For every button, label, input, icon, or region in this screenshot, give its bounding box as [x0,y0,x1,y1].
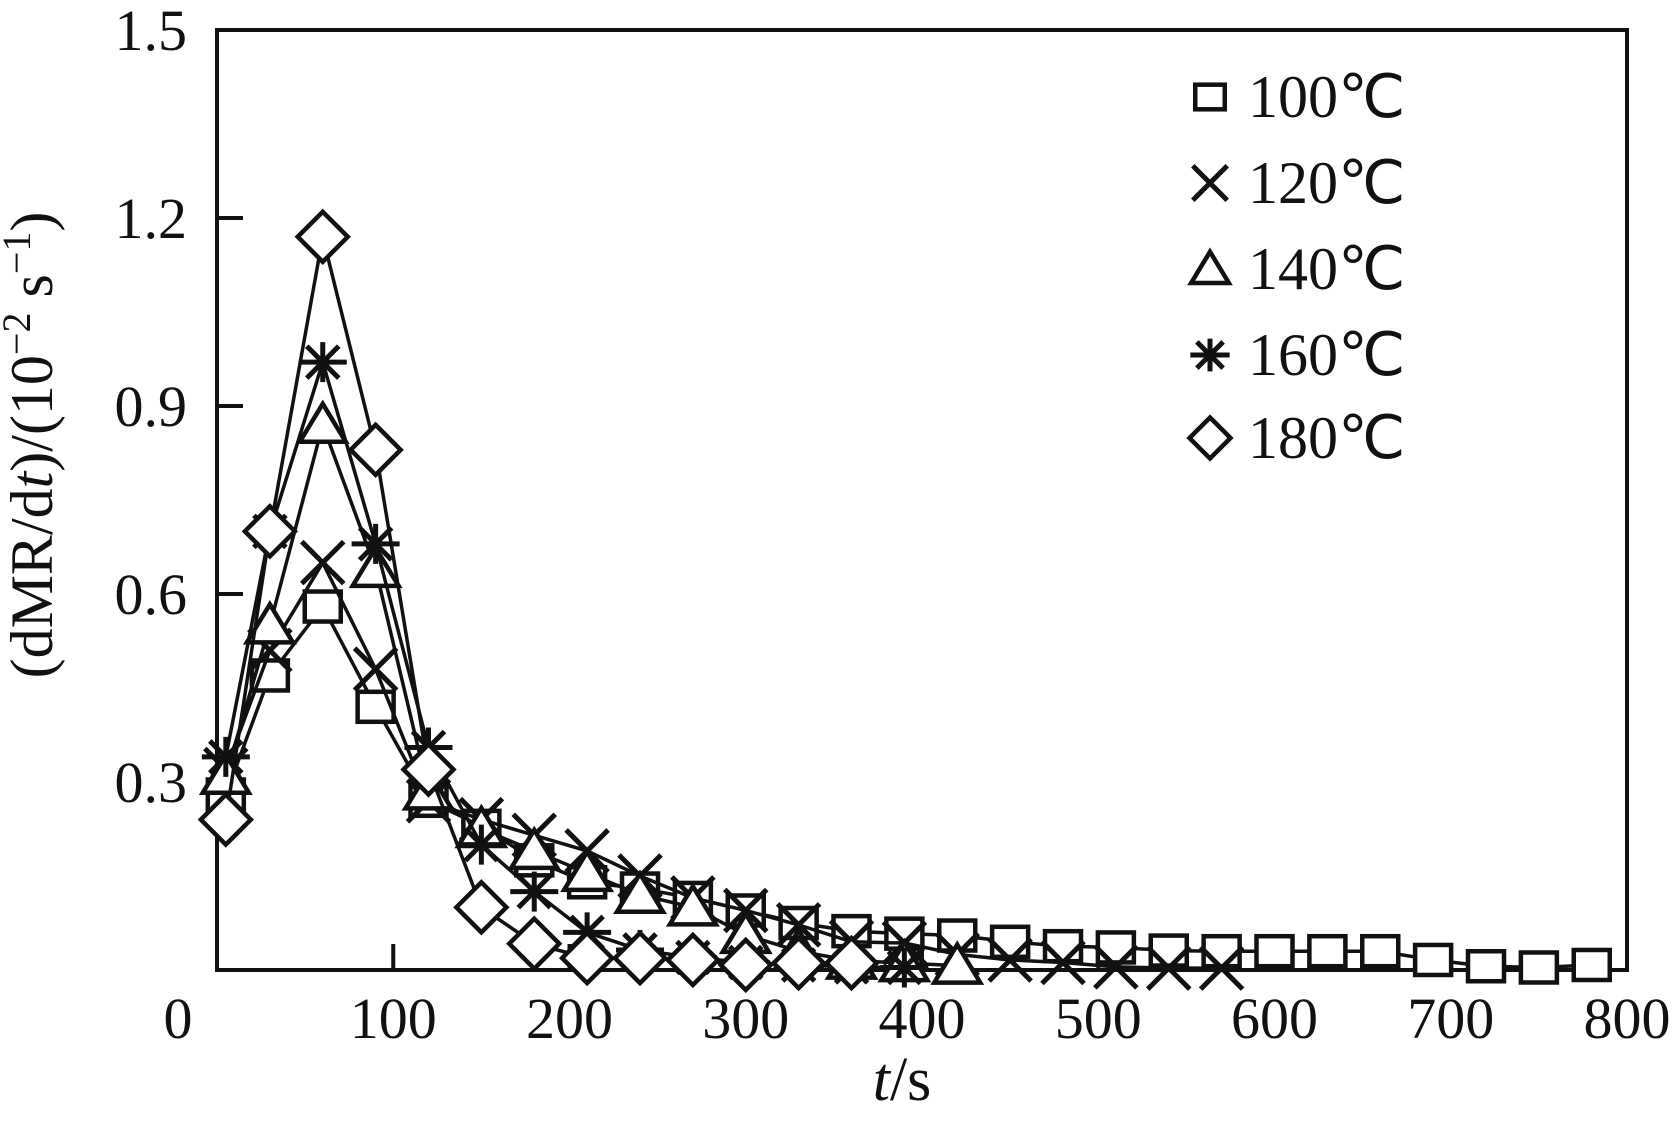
series-line [224,559,1222,970]
x-axis-label: t/s [873,1046,932,1114]
triangle-marker [613,869,667,915]
star-marker [457,824,506,865]
x-marker [1093,944,1139,990]
square-marker [1201,933,1242,969]
legend-diamond-icon [1186,414,1234,462]
x-axis-tick-label: 700 [1407,986,1494,1051]
legend-item: 140℃ [1187,236,1405,302]
square-marker [1571,947,1612,983]
square-marker [989,924,1031,960]
legend-item-label: 120℃ [1248,150,1405,216]
diamond-marker [197,791,254,848]
diamond-marker [558,929,616,987]
diamond-marker [611,929,669,987]
series-diamond [197,208,880,994]
x-axis-tick-label: 600 [1231,986,1318,1051]
x-axis-tick-label: 800 [1584,986,1671,1051]
x-axis-tick-label: 100 [350,986,437,1051]
y-axis-tick-label: 1.2 [115,186,188,251]
star-marker [201,736,250,777]
square-marker [1465,948,1507,984]
x-axis-tick-label: 200 [526,986,613,1051]
legend-item-label: 140℃ [1248,236,1405,302]
square-marker [1095,930,1137,965]
triangle-marker [560,847,615,893]
x-axis-tick-label: 400 [879,986,966,1051]
legend-item: 120℃ [1191,150,1405,216]
triangle-marker [348,543,403,589]
star-marker [880,947,929,988]
x-axis-tick-label: 300 [702,986,789,1051]
star-marker [510,871,559,912]
plot-border [215,28,1629,972]
legend-item-label: 180℃ [1248,405,1405,471]
diamond-marker [717,936,774,994]
x-marker [1198,945,1245,991]
y-axis-tick-label: 0.3 [115,750,188,815]
legend-triangle-icon [1187,247,1233,286]
diamond-marker [506,915,563,972]
diamond-marker [664,931,722,989]
x-marker [1040,939,1086,986]
diamond-marker [823,934,880,992]
axis-tick-labels: 0.3 0.6 0.9 1.2 1.5 0 100 200 300 400 500 600 700 800 [115,0,1671,1051]
triangle-marker [507,825,562,871]
y-axis-label: (dMR/dt)/(10−2 s−1) [0,212,65,679]
diamond-marker [770,934,827,992]
legend-item: 180℃ [1186,405,1405,471]
star-marker [351,523,400,564]
legend-star-icon [1190,338,1230,372]
series-line [224,356,905,970]
x-marker [775,902,822,948]
diamond-marker [347,421,404,479]
square-marker [1360,933,1401,969]
legend: 100℃ 120℃ 140℃ 160℃ 180℃ [1186,64,1405,471]
square-marker [302,589,343,624]
diamond-marker [400,741,457,798]
square-marker [1518,950,1560,985]
square-marker [1148,933,1189,968]
square-marker [355,689,396,725]
triangle-marker [295,399,350,445]
square-marker [1412,942,1454,978]
square-marker [1254,933,1295,969]
x-marker [1145,945,1192,991]
diamond-marker [453,879,510,936]
legend-item: 160℃ [1190,322,1405,388]
legend-x-icon [1191,164,1229,202]
star-marker [298,342,347,383]
square-marker [1042,928,1084,964]
origin-tick-label: 0 [164,986,193,1051]
x-axis-tick-label: 500 [1055,986,1142,1051]
legend-item: 100℃ [1192,64,1405,130]
series-group [197,208,1612,994]
legend-square-icon [1192,82,1228,112]
y-axis-tick-label: 0.6 [115,562,188,627]
legend-item-label: 100℃ [1248,64,1405,130]
triangle-marker [242,599,297,645]
legend-item-label: 160℃ [1248,322,1405,388]
diamond-marker [241,503,299,560]
x-marker [299,539,346,586]
triangle-marker [665,881,720,927]
diamond-marker [294,208,351,265]
y-axis-tick-label: 1.5 [115,0,188,63]
square-marker [1307,933,1348,969]
y-axis-tick-label: 0.9 [115,374,188,439]
x-marker [987,937,1033,983]
x-marker [352,646,399,692]
triangle-marker [930,940,985,985]
